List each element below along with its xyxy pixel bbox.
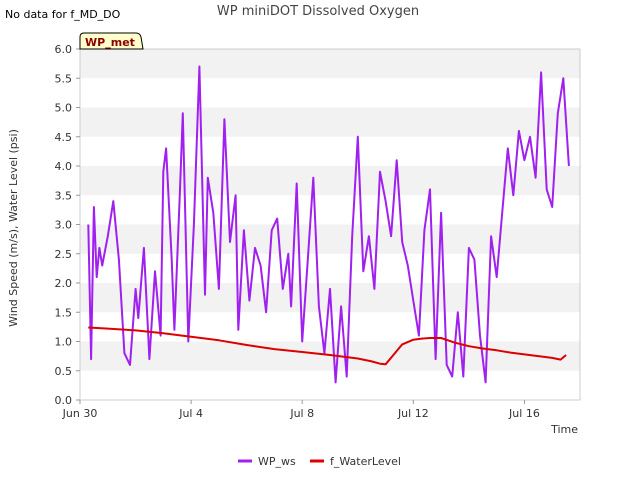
x-tick-label: Jul 4 [178,407,203,420]
x-tick-label: Jul 16 [508,407,540,420]
y-tick-label: 4.0 [55,160,73,173]
y-tick-label: 0.5 [55,365,73,378]
y-tick-label: 1.5 [55,306,73,319]
legend-label: f_WaterLevel [330,455,401,468]
grid-bands [80,49,580,371]
series-line-wp-ws [87,65,570,384]
badge-shape [79,32,144,50]
series-lines [87,65,570,384]
legend-item[interactable]: f_WaterLevel [310,455,401,468]
legend-item[interactable]: WP_ws [238,455,296,468]
y-tick-label: 5.0 [55,102,73,115]
legend-label: WP_ws [258,455,296,468]
grid-band [80,224,580,254]
x-tick-label: Jul 8 [289,407,314,420]
y-tick-label: 2.0 [55,277,73,290]
y-tick-label: 2.5 [55,248,73,261]
series-line-f-waterlevel [88,326,567,366]
y-tick-label: 1.0 [55,336,73,349]
y-tick-label: 3.0 [55,219,73,232]
x-tick-label: Jul 12 [397,407,429,420]
badge-label: WP_met [85,36,135,49]
grid-band [80,341,580,371]
y-tick-label: 0.0 [55,394,73,407]
x-axis-title: Time [550,423,578,436]
grid-band [80,49,580,79]
grid-band [80,107,580,137]
x-axis-ticks: Jun 30 Jul 4 Jul 8 Jul 12 Jul 16 [62,400,540,420]
station-badge[interactable]: WP_met [79,32,144,50]
y-tick-label: 5.5 [55,72,73,85]
no-data-note: No data for f_MD_DO [5,8,121,21]
y-tick-label: 3.5 [55,189,73,202]
y-axis-ticks: 0.0 0.5 1.0 1.5 2.0 2.5 3.0 3.5 4.0 4.5 5.0 5.5 6.0 [55,43,80,407]
y-tick-label: 4.5 [55,131,73,144]
x-tick-label: Jun 30 [62,407,98,420]
legend: WP_ws f_WaterLevel [238,455,401,468]
y-axis-title: Wind Speed (m/s), Water Level (psi) [7,129,20,327]
chart-title: WP miniDOT Dissolved Oxygen [217,4,419,19]
y-tick-label: 6.0 [55,43,73,56]
